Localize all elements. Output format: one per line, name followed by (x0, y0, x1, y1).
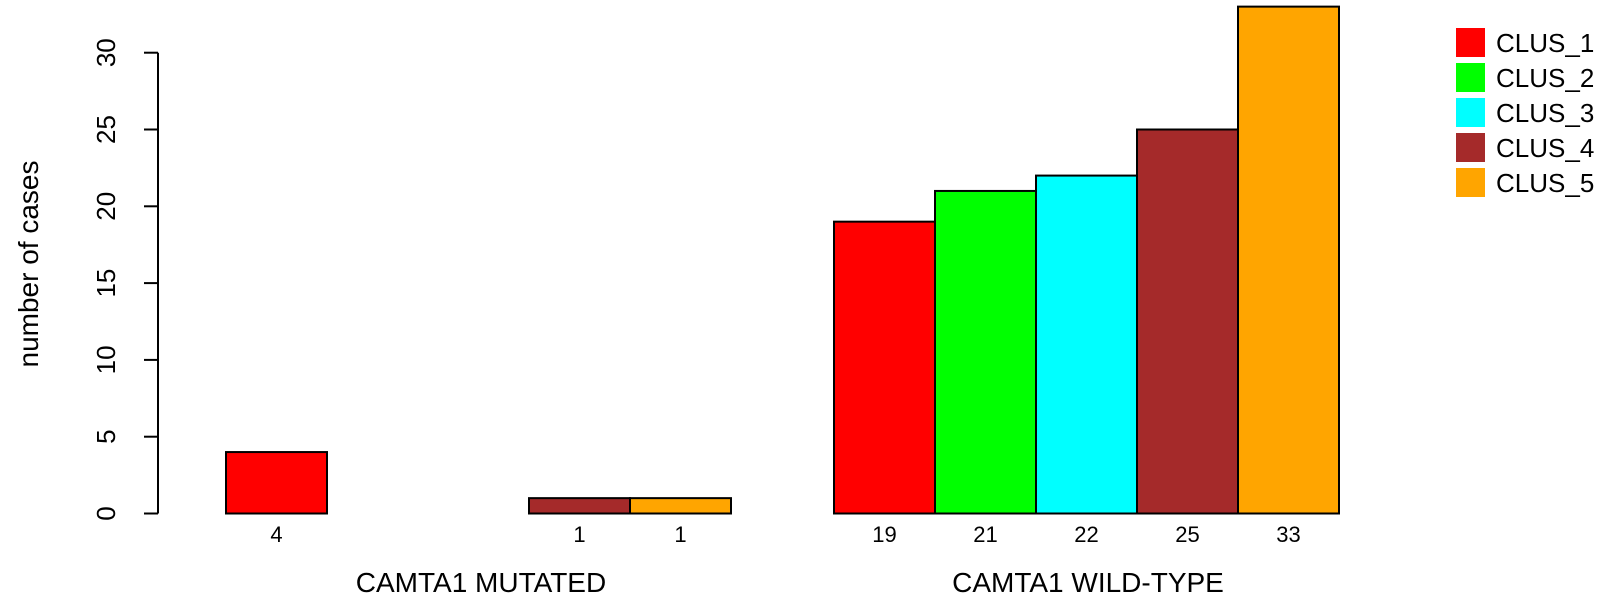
count-label-clus_2-group-1: 21 (973, 522, 997, 547)
count-label-clus_1-group-1: 19 (872, 522, 896, 547)
bar-clus_3-group-1 (1035, 174, 1138, 515)
y-tick-label-30: 30 (91, 38, 121, 67)
legend-label-clus_1: CLUS_1 (1496, 28, 1594, 58)
legend-swatch-clus_4 (1456, 133, 1485, 162)
legend-swatch-clus_3 (1456, 98, 1485, 127)
legend-swatch-clus_2 (1456, 63, 1485, 92)
group-label-mutated: CAMTA1 MUTATED (356, 567, 606, 598)
count-label-clus_4-group-1: 25 (1175, 522, 1199, 547)
y-tick-label-20: 20 (91, 192, 121, 221)
y-tick-label-5: 5 (91, 429, 121, 443)
legend-label-clus_3: CLUS_3 (1496, 98, 1594, 128)
bar-clus_4-group-1 (1136, 128, 1239, 515)
count-label-clus_3-group-1: 22 (1074, 522, 1098, 547)
bar-clus_2-group-1 (934, 189, 1037, 515)
y-tick-label-0: 0 (91, 506, 121, 520)
count-label-clus_5-group-0: 1 (674, 522, 686, 547)
legend-label-clus_2: CLUS_2 (1496, 63, 1594, 93)
bar-clus_4-group-0 (528, 497, 631, 515)
count-label-clus_1-group-0: 4 (270, 522, 282, 547)
y-tick-label-25: 25 (91, 115, 121, 144)
group-label-wild-type: CAMTA1 WILD-TYPE (952, 567, 1224, 598)
y-tick-label-15: 15 (91, 269, 121, 298)
bar-clus_5-group-1 (1237, 5, 1340, 515)
count-label-clus_5-group-1: 33 (1276, 522, 1300, 547)
bar-clus_5-group-0 (629, 497, 732, 515)
legend-label-clus_5: CLUS_5 (1496, 168, 1594, 198)
count-label-clus_4-group-0: 1 (573, 522, 585, 547)
y-axis-title: number of cases (13, 161, 44, 368)
y-tick-label-10: 10 (91, 345, 121, 374)
bar-clus_1-group-1 (833, 220, 936, 515)
legend-swatch-clus_5 (1456, 168, 1485, 197)
legend-label-clus_4: CLUS_4 (1496, 133, 1594, 163)
legend-swatch-clus_1 (1456, 28, 1485, 57)
bar-clus_1-group-0 (225, 451, 328, 515)
